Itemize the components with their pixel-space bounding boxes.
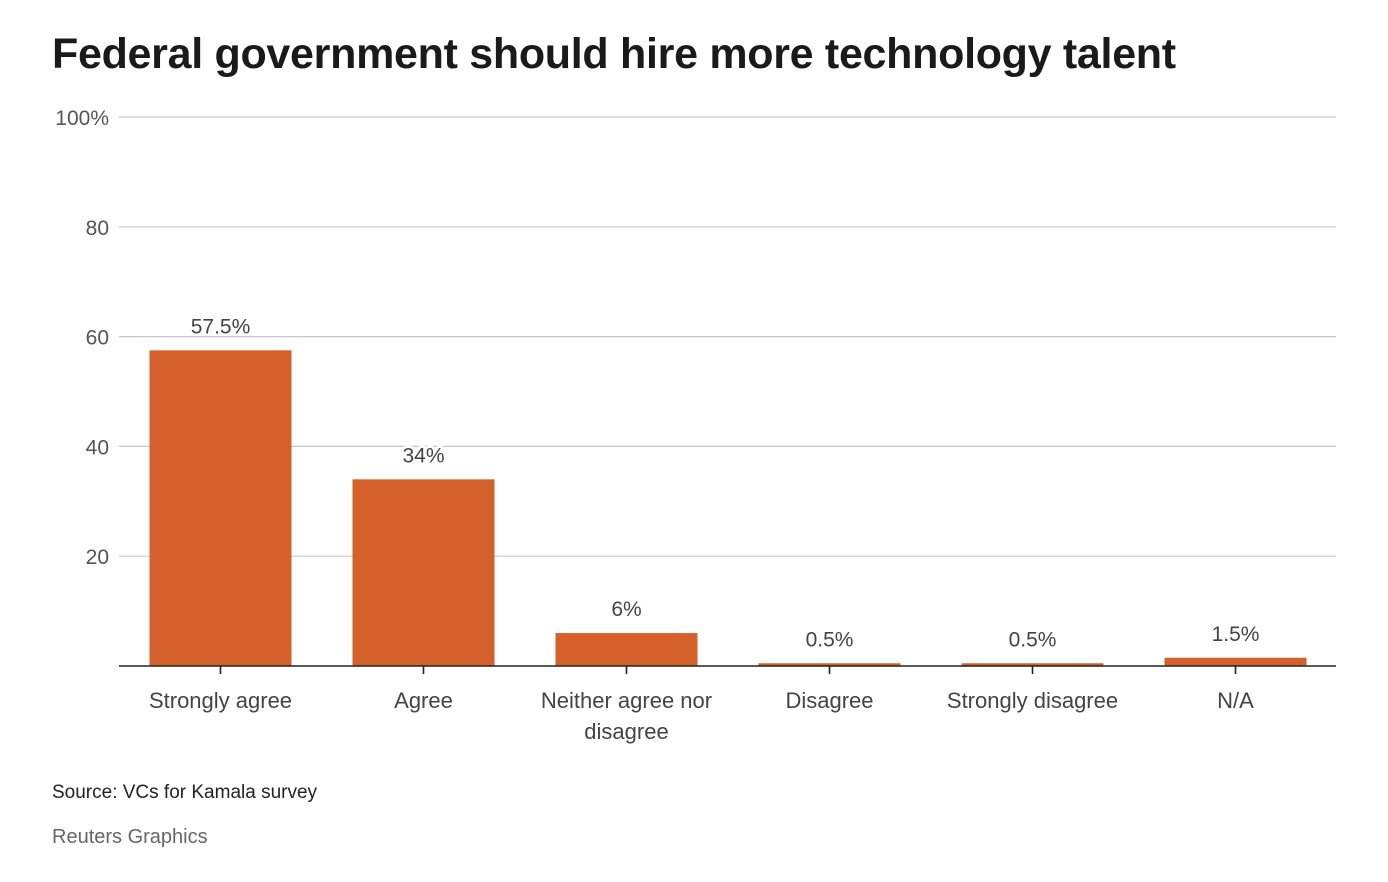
x-axis: Strongly agree Agree Neither agree nor disa… (119, 665, 1336, 744)
data-label: 0.5% (806, 628, 854, 651)
data-label: 1.5% (1212, 623, 1260, 646)
x-tick-label: N/A (1217, 688, 1254, 713)
y-tick-label: 40 (86, 436, 109, 459)
x-tick-label: Disagree (785, 688, 873, 713)
gridlines: 20 40 60 80 100% (55, 107, 1336, 569)
x-tick-label: Agree (394, 688, 453, 713)
y-tick-label: 80 (86, 217, 109, 240)
data-label: 6% (611, 598, 641, 621)
data-labels: 57.5% 34% 6% 0.5% 0.5% 1.5% (188, 313, 1262, 654)
chart-title: Federal government should hire more tech… (52, 30, 1176, 78)
bar (961, 663, 1104, 666)
bar (555, 633, 698, 666)
x-tick-label: Strongly disagree (947, 688, 1118, 713)
credit-line: Reuters Graphics (52, 826, 208, 848)
y-tick-label: 20 (86, 546, 109, 569)
y-tick-label: 60 (86, 327, 109, 350)
x-tick-label: Strongly agree (149, 688, 292, 713)
data-label: 57.5% (191, 315, 251, 338)
bar (1164, 657, 1307, 666)
bars (149, 350, 1307, 666)
data-label: 0.5% (1009, 628, 1057, 651)
x-tick-label: Neither agree nor disagree (541, 688, 712, 744)
bar (352, 479, 495, 666)
y-tick-label: 100% (55, 107, 109, 130)
source-note: Source: VCs for Kamala survey (52, 782, 318, 803)
data-label: 34% (402, 444, 444, 467)
bar (758, 663, 901, 666)
bar (149, 350, 292, 666)
